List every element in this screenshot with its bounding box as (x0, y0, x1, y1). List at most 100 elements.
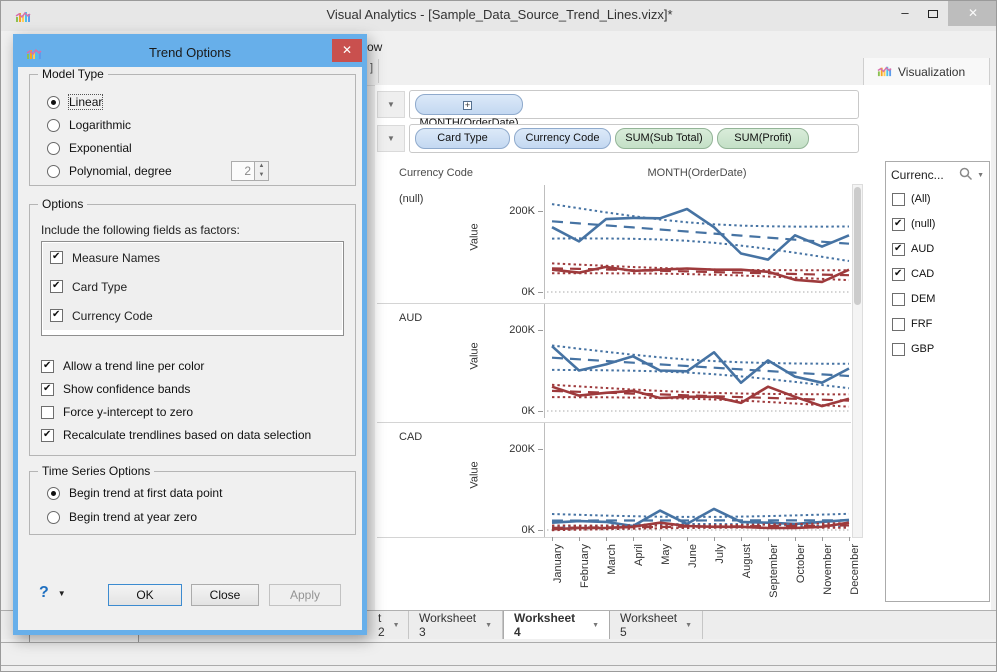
checkbox-force-y-intercept[interactable]: Force y-intercept to zero (41, 404, 193, 420)
help-dropdown[interactable]: ? ▼ (39, 584, 66, 601)
checkbox-icon[interactable] (892, 292, 905, 306)
filter-item-cad[interactable]: CAD (892, 264, 934, 284)
filter-item-all[interactable]: (All) (892, 189, 931, 209)
expand-icon[interactable]: + (463, 100, 472, 110)
pill-month-orderdate[interactable]: +MONTH(OrderDate) (415, 94, 523, 129)
radio-label: Begin trend at first data point (69, 486, 223, 500)
close-dialog-button[interactable]: Close (191, 584, 259, 606)
rows-shelf[interactable]: Card Type Currency Code SUM(Sub Total) S… (409, 124, 859, 153)
y-axis-label: Value (468, 223, 481, 251)
radio-icon[interactable] (47, 95, 60, 109)
radio-label: Begin trend at year zero (69, 510, 198, 524)
radio-linear[interactable]: Linear (47, 94, 104, 110)
radio-icon[interactable] (47, 141, 60, 155)
filter-item-aud[interactable]: AUD (892, 239, 934, 259)
radio-icon[interactable] (47, 118, 60, 132)
radio-begin-first-data-point[interactable]: Begin trend at first data point (47, 485, 222, 501)
spinner-up-icon[interactable]: ▲ (255, 162, 268, 171)
dialog-close-button[interactable]: ✕ (332, 39, 362, 62)
columns-shelf[interactable]: +MONTH(OrderDate) (409, 90, 859, 129)
checkbox-icon[interactable] (41, 382, 54, 396)
line-plot[interactable] (544, 304, 850, 418)
checkbox-icon[interactable] (892, 242, 905, 256)
menu-window-partial[interactable]: ow (367, 40, 383, 54)
minimize-button[interactable]: – (901, 5, 909, 20)
radio-polynomial[interactable]: Polynomial, degree (47, 163, 172, 179)
tab-worksheet-4[interactable]: Worksheet 4 ▼ (503, 611, 610, 639)
columns-shelf-dropdown[interactable]: ▼ (377, 91, 405, 118)
pill-card-type[interactable]: Card Type (415, 128, 510, 149)
close-button[interactable]: ✕ (948, 1, 996, 26)
chevron-down-icon[interactable]: ▼ (485, 621, 492, 629)
spinner-value[interactable]: 2 (244, 164, 251, 178)
pill-sum-profit[interactable]: SUM(Profit) (717, 128, 809, 149)
tick-mark (538, 530, 543, 531)
checkbox-icon[interactable] (41, 405, 54, 419)
polynomial-degree-spinner[interactable]: 2 ▲ ▼ (231, 161, 269, 181)
factor-measure-names[interactable]: Measure Names (43, 243, 342, 272)
tab-worksheet-5[interactable]: Worksheet 5 ▼ (610, 611, 703, 639)
radio-exponential[interactable]: Exponential (47, 140, 132, 156)
factors-listbox[interactable]: Measure Names Card Type Currency Code (41, 241, 344, 336)
month-label: May (647, 537, 673, 602)
search-icon[interactable] (959, 167, 973, 184)
checkbox-icon[interactable] (892, 317, 905, 331)
filter-item-gbp[interactable]: GBP (892, 339, 934, 359)
checkbox-icon[interactable] (50, 309, 63, 322)
factor-label: Currency Code (72, 308, 153, 323)
maximize-button[interactable] (920, 4, 946, 24)
chevron-down-icon[interactable]: ▼ (685, 621, 693, 629)
pill-label: Card Type (437, 132, 488, 144)
y-tick-200k: 200K (509, 205, 535, 217)
dialog-titlebar[interactable]: Trend Options ✕ (18, 39, 362, 67)
line-plot[interactable] (544, 185, 850, 299)
help-icon[interactable]: ? (39, 584, 49, 601)
ok-button[interactable]: OK (108, 584, 182, 606)
pill-sum-sub-total[interactable]: SUM(Sub Total) (615, 128, 713, 149)
checkbox-icon[interactable] (41, 428, 54, 442)
group-legend: Options (38, 197, 88, 211)
line-plot[interactable] (544, 423, 850, 537)
radio-icon[interactable] (47, 164, 60, 178)
radio-icon[interactable] (47, 486, 60, 500)
spinner-down-icon[interactable]: ▼ (255, 171, 268, 180)
radio-logarithmic[interactable]: Logarithmic (47, 117, 131, 133)
filter-item-label: CAD (911, 268, 935, 280)
chevron-down-icon[interactable]: ▼ (57, 588, 66, 598)
radio-begin-year-zero[interactable]: Begin trend at year zero (47, 509, 197, 525)
factor-label: Card Type (72, 279, 128, 294)
chevron-down-icon[interactable]: ▼ (977, 171, 984, 179)
factor-card-type[interactable]: Card Type (43, 272, 342, 301)
checkbox-icon[interactable] (892, 217, 905, 231)
y-axis-label: Value (468, 342, 481, 370)
checkbox-icon[interactable] (50, 280, 63, 293)
filter-item-label: (null) (911, 218, 936, 230)
checkbox-icon[interactable] (892, 267, 905, 281)
tab-worksheet-3[interactable]: Worksheet 3 ▼ (409, 611, 503, 639)
chart-scrollbar[interactable] (852, 184, 863, 538)
checkbox-icon[interactable] (41, 359, 54, 373)
radio-icon[interactable] (47, 510, 60, 524)
apply-button[interactable]: Apply (269, 584, 341, 606)
filter-item-null[interactable]: (null) (892, 214, 935, 234)
chevron-down-icon[interactable]: ▼ (392, 621, 400, 629)
filter-item-dem[interactable]: DEM (892, 289, 935, 309)
app-logo-icon (15, 8, 31, 27)
checkbox-recalculate-trendlines[interactable]: Recalculate trendlines based on data sel… (41, 427, 311, 443)
filter-header: Currenc... ▼ (886, 162, 989, 188)
checkbox-icon[interactable] (50, 251, 63, 264)
month-label: February (566, 537, 592, 602)
tab-worksheet-2-partial[interactable]: t 2 ▼ (368, 611, 409, 639)
trend-options-dialog: Trend Options ✕ Model Type Linear Logari… (13, 34, 367, 635)
checkbox-icon[interactable] (892, 342, 905, 356)
checkbox-icon[interactable] (892, 192, 905, 206)
tab-visualization[interactable]: Visualization (864, 58, 989, 86)
pill-currency-code[interactable]: Currency Code (514, 128, 611, 149)
checkbox-confidence-bands[interactable]: Show confidence bands (41, 381, 190, 397)
factor-currency-code[interactable]: Currency Code (43, 301, 342, 330)
filter-item-frf[interactable]: FRF (892, 314, 932, 334)
chevron-down-icon[interactable]: ▼ (592, 621, 599, 629)
checkbox-trend-line-per-color[interactable]: Allow a trend line per color (41, 358, 204, 374)
rows-shelf-dropdown[interactable]: ▼ (377, 125, 405, 152)
scrollbar-thumb[interactable] (854, 187, 861, 305)
